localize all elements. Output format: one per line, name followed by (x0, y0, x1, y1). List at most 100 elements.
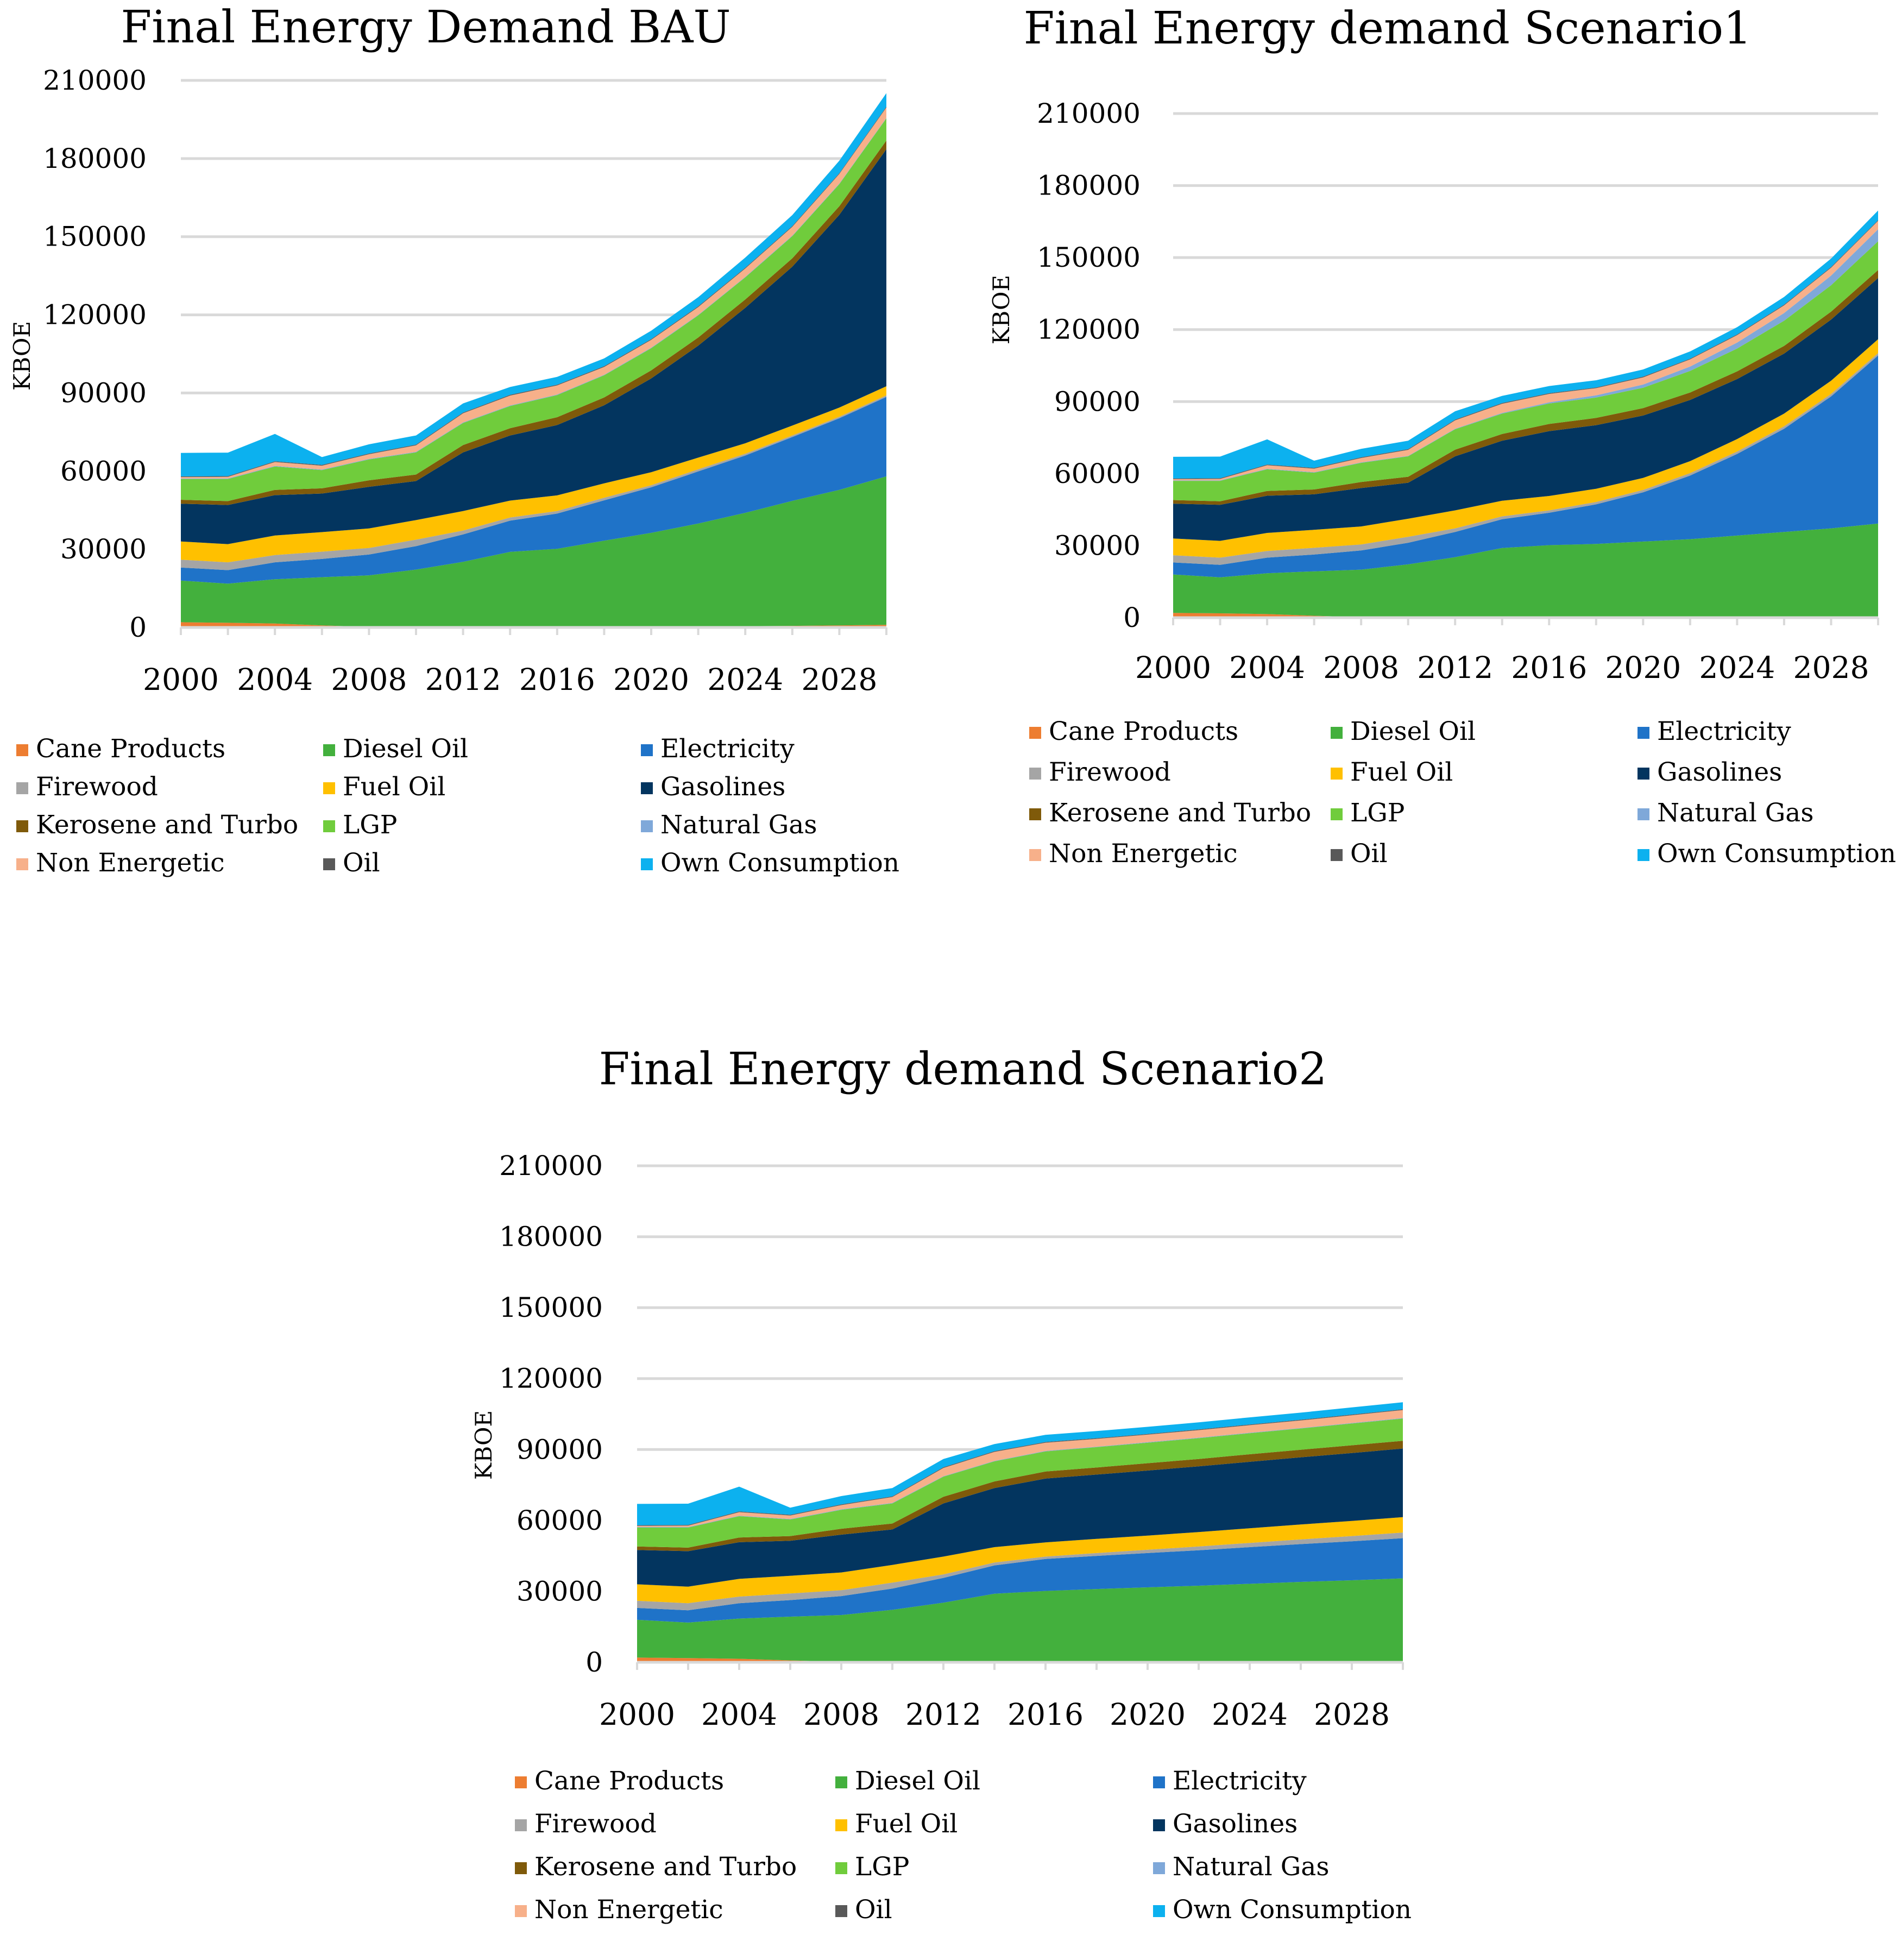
x-tick-label: 2020 (1110, 1697, 1186, 1732)
chart-title: Final Energy Demand BAU (121, 2, 730, 53)
legend-label: Own Consumption (1657, 839, 1896, 869)
legend-swatch (1153, 1862, 1165, 1874)
legend-label: LGP (1350, 798, 1405, 828)
legend-label: Gasolines (1657, 757, 1782, 787)
legend-label: Oil (1350, 839, 1388, 869)
legend-item-lgp: LGP (1331, 798, 1405, 828)
legend-label: Kerosene and Turbo (534, 1852, 797, 1882)
y-tick-label: 210000 (1037, 98, 1141, 129)
area-kerosene-and-turbo (637, 1441, 1403, 1551)
legend-label: Natural Gas (1657, 798, 1813, 828)
legend-label: Gasolines (1173, 1809, 1298, 1839)
legend-label: Natural Gas (660, 810, 817, 840)
legend-item-firewood: Firewood (16, 772, 158, 802)
legend-label: Fuel Oil (343, 772, 445, 802)
y-tick-label: 150000 (1037, 242, 1141, 273)
legend-label: Cane Products (534, 1766, 724, 1796)
x-tick-label: 2000 (599, 1697, 675, 1732)
legend-label: Non Energetic (1049, 839, 1238, 869)
legend-label: Diesel Oil (343, 734, 468, 764)
area-gasolines (1173, 278, 1878, 541)
legend-item-firewood: Firewood (515, 1809, 657, 1839)
legend-label: Firewood (36, 772, 158, 802)
area-electricity (637, 1538, 1403, 1623)
x-tick-label: 2024 (1699, 650, 1775, 685)
y-tick-label: 120000 (499, 1363, 603, 1394)
y-tick-label: 120000 (43, 299, 147, 331)
area-lgp (1173, 241, 1878, 501)
legend-item-gasolines: Gasolines (1638, 757, 1782, 787)
legend-item-lgp: LGP (835, 1852, 909, 1882)
x-tick-label: 2008 (331, 662, 407, 697)
x-tick-label: 2004 (1229, 650, 1305, 685)
y-tick-label: 30000 (60, 533, 147, 565)
area-electricity (1173, 355, 1878, 577)
area-electricity (181, 397, 886, 584)
chart-scenario2: Final Energy demand Scenario2 KBOE 0 3000… (470, 1044, 1412, 1925)
x-tick-label: 2008 (1323, 650, 1399, 685)
y-tick-label: 0 (129, 612, 147, 643)
legend-item-natural-gas: Natural Gas (641, 810, 817, 840)
legend-item-firewood: Firewood (1029, 757, 1171, 787)
x-tick-label: 2028 (1314, 1697, 1390, 1732)
legend-label: Firewood (1049, 757, 1171, 787)
x-tick-label: 2016 (1511, 650, 1587, 685)
legend-item-fuel-oil: Fuel Oil (835, 1809, 958, 1839)
legend-label: Fuel Oil (855, 1809, 958, 1839)
legend-label: Cane Products (36, 734, 225, 764)
legend-item-fuel-oil: Fuel Oil (323, 772, 445, 802)
legend-label: Natural Gas (1173, 1852, 1329, 1882)
y-tick-label: 0 (1123, 602, 1141, 633)
legend-swatch (835, 1862, 847, 1874)
legend-item-diesel-oil: Diesel Oil (323, 734, 468, 764)
legend-label: Gasolines (660, 772, 785, 802)
legend-item-natural-gas: Natural Gas (1153, 1852, 1329, 1882)
x-tick-label: 2012 (425, 662, 501, 697)
legend-swatch (1029, 808, 1041, 820)
legend-item-electricity: Electricity (641, 734, 795, 764)
legend-label: Non Energetic (36, 848, 225, 878)
area-lgp (637, 1418, 1403, 1548)
y-tick-label: 0 (585, 1647, 603, 1678)
legend-swatch (1638, 849, 1649, 861)
legend-item-electricity: Electricity (1638, 717, 1791, 746)
legend-swatch (1029, 727, 1041, 739)
legend-label: Fuel Oil (1350, 757, 1453, 787)
x-tick-label: 2020 (613, 662, 689, 697)
legend-label: Electricity (660, 734, 795, 764)
legend-label: Kerosene and Turbo (1049, 798, 1311, 828)
legend-swatch (835, 1905, 847, 1917)
legend-item-electricity: Electricity (1153, 1766, 1307, 1796)
legend-swatch (16, 820, 28, 832)
legend-swatch (1638, 768, 1649, 780)
legend-label: Kerosene and Turbo (36, 810, 298, 840)
y-tick-label: 90000 (60, 377, 147, 409)
x-tick-label: 2012 (1417, 650, 1493, 685)
legend-swatch (641, 820, 653, 832)
y-tick-label: 120000 (1037, 314, 1141, 345)
y-tick-label: 180000 (43, 143, 147, 174)
y-tick-label: 150000 (43, 221, 147, 253)
x-tick-label: 2016 (519, 662, 595, 697)
legend-swatch (641, 858, 653, 870)
legend-swatch (1638, 727, 1649, 739)
area-non-energetic (637, 1410, 1403, 1527)
x-tick-label: 2012 (905, 1697, 981, 1732)
chart-title: Final Energy demand Scenario2 (599, 1044, 1327, 1095)
legend-swatch (515, 1819, 527, 1831)
legend-label: Own Consumption (660, 848, 899, 878)
legend-label: LGP (855, 1852, 909, 1882)
legend-item-cane-products: Cane Products (1029, 717, 1238, 746)
area-fuel-oil (181, 386, 886, 563)
legend-swatch (323, 820, 335, 832)
x-tick-label: 2020 (1605, 650, 1681, 685)
chart-scenario1: Final Energy demand Scenario1 KBOE 0 3000… (988, 3, 1896, 869)
legend-label: Diesel Oil (855, 1766, 980, 1796)
legend-item-kerosene-and-turbo: Kerosene and Turbo (16, 810, 298, 840)
y-tick-label: 30000 (1054, 530, 1141, 561)
legend-item-non-energetic: Non Energetic (1029, 839, 1238, 869)
y-tick-label: 30000 (517, 1575, 603, 1607)
y-tick-label: 60000 (517, 1505, 603, 1536)
legend-swatch (1153, 1905, 1165, 1917)
